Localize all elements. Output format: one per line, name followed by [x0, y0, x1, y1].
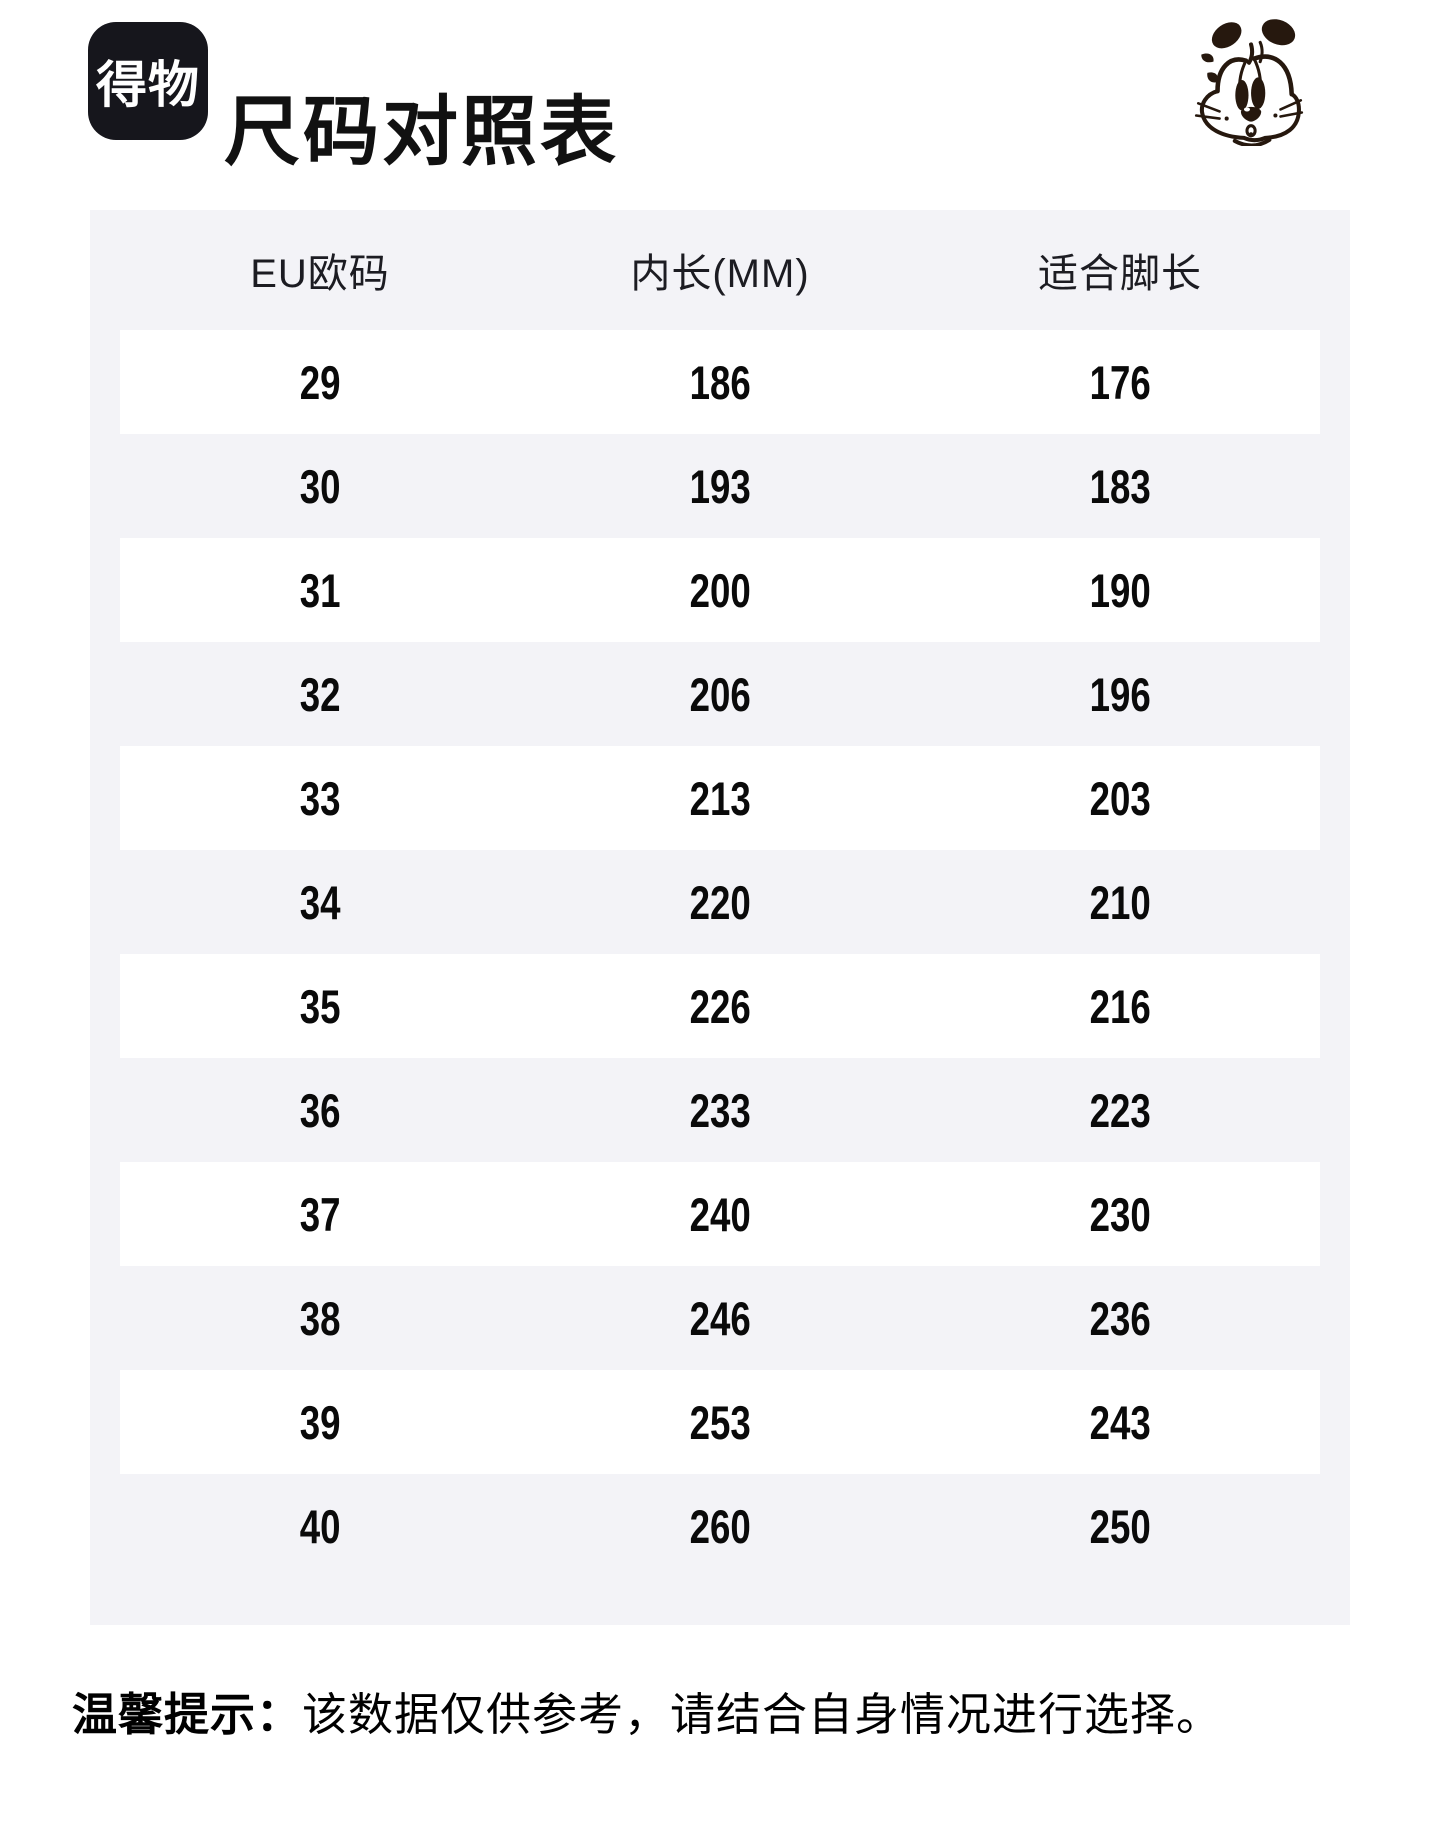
table-cell: 236: [920, 1295, 1320, 1342]
cell-value: 250: [1089, 1499, 1151, 1553]
cell-value: 200: [689, 563, 751, 617]
table-cell: 30: [120, 463, 520, 510]
table-row: 29 186 176: [120, 330, 1320, 434]
cell-value: 216: [1089, 979, 1151, 1033]
table-cell: 216: [920, 983, 1320, 1030]
table-row: 39 253 243: [120, 1370, 1320, 1474]
cell-value: 220: [689, 875, 751, 929]
table-cell: 250: [920, 1503, 1320, 1550]
table-cell: 183: [920, 463, 1320, 510]
cell-value: 223: [1089, 1083, 1151, 1137]
cell-value: 196: [1089, 667, 1151, 721]
table-row: 37 240 230: [120, 1162, 1320, 1266]
table-cell: 206: [520, 671, 920, 718]
table-cell: 39: [120, 1399, 520, 1446]
table-cell: 32: [120, 671, 520, 718]
table-cell: 253: [520, 1399, 920, 1446]
table-cell: 29: [120, 359, 520, 406]
cell-value: 35: [299, 979, 341, 1033]
table-cell: 226: [520, 983, 920, 1030]
table-header-row: EU欧码 内长(MM) 适合脚长: [120, 210, 1320, 330]
table-row: 34 220 210: [120, 850, 1320, 954]
table-cell: 37: [120, 1191, 520, 1238]
cell-value: 183: [1089, 459, 1151, 513]
table-row: 35 226 216: [120, 954, 1320, 1058]
table-cell: 233: [520, 1087, 920, 1134]
column-header-foot-length: 适合脚长: [1038, 252, 1202, 296]
column-header-eu-size: EU欧码: [250, 252, 390, 296]
table-cell: 213: [520, 775, 920, 822]
cell-value: 226: [689, 979, 751, 1033]
table-cell: 193: [520, 463, 920, 510]
table-cell: 196: [920, 671, 1320, 718]
cell-value: 230: [1089, 1187, 1151, 1241]
table-cell: 220: [520, 879, 920, 926]
table-row: 32 206 196: [120, 642, 1320, 746]
cell-value: 210: [1089, 875, 1151, 929]
column-header-inner-length: 内长(MM): [630, 252, 810, 296]
dog-face-icon: [1194, 19, 1304, 146]
table-cell: 190: [920, 567, 1320, 614]
cell-value: 37: [299, 1187, 341, 1241]
cell-value: 29: [299, 355, 341, 409]
cell-value: 33: [299, 771, 341, 825]
cell-value: 246: [689, 1291, 751, 1345]
table-row: 31 200 190: [120, 538, 1320, 642]
table-cell: 38: [120, 1295, 520, 1342]
table-cell: 176: [920, 359, 1320, 406]
table-cell: 40: [120, 1503, 520, 1550]
cell-value: 260: [689, 1499, 751, 1553]
table-cell: 31: [120, 567, 520, 614]
cell-value: 36: [299, 1083, 341, 1137]
table-cell: 246: [520, 1295, 920, 1342]
footer-tip-text: 该数据仅供参考，请结合自身情况进行选择。: [302, 1689, 1223, 1740]
table-cell: 260: [520, 1503, 920, 1550]
table-cell: 203: [920, 775, 1320, 822]
table-row: 30 193 183: [120, 434, 1320, 538]
cell-value: 40: [299, 1499, 341, 1553]
table-cell: 210: [920, 879, 1320, 926]
table-row: 36 233 223: [120, 1058, 1320, 1162]
cell-value: 236: [1089, 1291, 1151, 1345]
table-cell: 33: [120, 775, 520, 822]
table-cell: 243: [920, 1399, 1320, 1446]
dewu-logo: 得物: [88, 22, 208, 140]
cell-value: 190: [1089, 563, 1151, 617]
table-cell: 35: [120, 983, 520, 1030]
cell-value: 243: [1089, 1395, 1151, 1449]
cell-value: 240: [689, 1187, 751, 1241]
cell-value: 186: [689, 355, 751, 409]
cell-value: 30: [299, 459, 341, 513]
cell-value: 213: [689, 771, 751, 825]
page-title: 尺码对照表: [224, 89, 619, 175]
cell-value: 193: [689, 459, 751, 513]
cell-value: 233: [689, 1083, 751, 1137]
cell-value: 253: [689, 1395, 751, 1449]
cell-value: 32: [299, 667, 341, 721]
table-cell: 186: [520, 359, 920, 406]
dewu-logo-text: 得物: [95, 57, 201, 113]
table-cell: 36: [120, 1087, 520, 1134]
table-cell: 240: [520, 1191, 920, 1238]
table-row: 40 260 250: [120, 1474, 1320, 1578]
table-row: 38 246 236: [120, 1266, 1320, 1370]
table-cell: 223: [920, 1087, 1320, 1134]
cell-value: 206: [689, 667, 751, 721]
cell-value: 31: [299, 563, 341, 617]
table-row: 33 213 203: [120, 746, 1320, 850]
cell-value: 39: [299, 1395, 341, 1449]
cell-value: 34: [299, 875, 341, 929]
table-cell: 200: [520, 567, 920, 614]
cell-value: 38: [299, 1291, 341, 1345]
table-cell: 34: [120, 879, 520, 926]
footer-tip-label: 温馨提示：: [72, 1689, 303, 1740]
footer-tip: 温馨提示：该数据仅供参考，请结合自身情况进行选择。: [72, 1687, 1222, 1743]
cell-value: 176: [1089, 355, 1151, 409]
table-cell: 230: [920, 1191, 1320, 1238]
cell-value: 203: [1089, 771, 1151, 825]
table-body: 29 186 176 30 193 183 31 200 190 32 206 196 33 213 203…: [120, 330, 1320, 1578]
size-table: EU欧码 内长(MM) 适合脚长 29 186 176 30 193 183 31 200 19…: [90, 210, 1350, 1625]
